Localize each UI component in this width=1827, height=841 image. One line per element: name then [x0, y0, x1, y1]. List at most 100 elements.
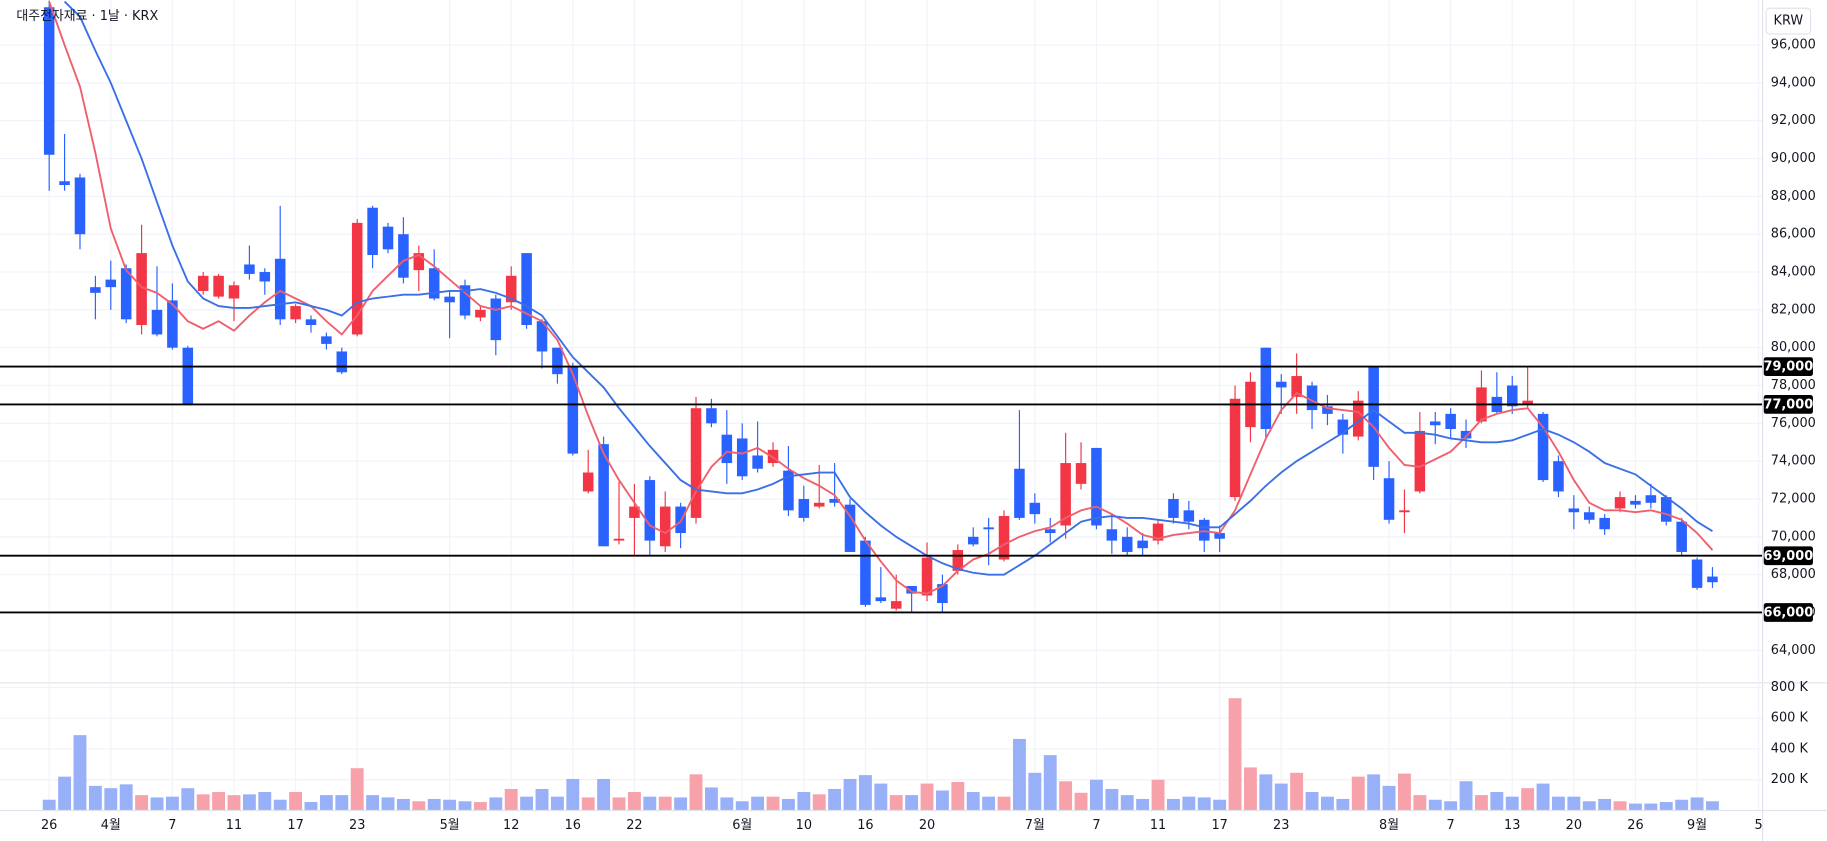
candle-body — [921, 557, 933, 596]
volume-bar — [1166, 798, 1180, 811]
candle-body — [1306, 385, 1318, 411]
candle-body — [1183, 510, 1195, 522]
volume-bar — [828, 788, 842, 811]
volume-bar — [627, 792, 641, 811]
price-label: 77,000 — [1764, 398, 1814, 413]
volume-bar — [674, 797, 688, 811]
volume-bar — [812, 794, 826, 811]
volume-bar — [181, 788, 195, 811]
volume-bar — [874, 783, 888, 811]
price-pane — [0, 0, 1763, 614]
volume-bar — [135, 795, 149, 811]
candle-body — [783, 470, 794, 511]
candle-body — [798, 498, 810, 518]
volume-bar — [319, 795, 333, 811]
volume-bar — [1367, 774, 1381, 811]
volume-bar — [104, 788, 118, 811]
price-label: 79,000 — [1764, 360, 1814, 375]
volume-bar — [1074, 792, 1088, 811]
candle-body — [120, 268, 132, 320]
y-tick-label: 68,000 — [1771, 567, 1816, 582]
volume-bar — [1321, 796, 1334, 811]
volume-bar — [119, 784, 133, 811]
candle-body — [1568, 508, 1580, 513]
volume-bar — [1675, 799, 1689, 811]
volume-bar — [427, 798, 441, 811]
x-tick-label: 11 — [1150, 818, 1166, 833]
candle-body — [1029, 502, 1041, 515]
x-tick-label: 7월 — [1025, 818, 1045, 833]
volume-bar — [42, 799, 56, 811]
candle-body — [228, 285, 240, 299]
volume-bar — [1059, 781, 1073, 811]
volume-bar — [1213, 799, 1227, 811]
candle-body — [1352, 400, 1364, 437]
volume-bar — [689, 774, 703, 811]
moving-average-line — [48, 1, 1714, 595]
volume-bar — [443, 799, 457, 811]
y-tick-label: 70,000 — [1771, 529, 1816, 544]
volume-bar — [581, 797, 595, 811]
volume-bar — [781, 798, 795, 811]
x-tick-label: 7 — [1092, 818, 1100, 833]
volume-bar — [1243, 767, 1257, 811]
candle-body — [305, 319, 317, 325]
x-tick-label: 26 — [41, 818, 57, 833]
candle-body — [382, 226, 394, 250]
volume-bar — [150, 797, 164, 811]
volume-bar — [1690, 797, 1704, 811]
currency-label[interactable]: KRW — [1774, 14, 1804, 29]
volume-bar — [1151, 779, 1165, 811]
candle-body — [552, 347, 563, 375]
candle-body — [613, 538, 625, 541]
candle-body — [1537, 413, 1549, 481]
y-tick-label: 86,000 — [1771, 227, 1816, 242]
candle-body — [1383, 478, 1395, 520]
x-tick-label: 17 — [287, 818, 303, 833]
volume-bar — [196, 794, 210, 811]
volume-bar — [1351, 776, 1365, 811]
volume-bar — [889, 795, 903, 811]
y-tick-label: 78,000 — [1771, 378, 1816, 393]
candle-body — [983, 527, 994, 530]
candle-body — [1707, 576, 1718, 583]
candle-body — [1198, 519, 1210, 541]
price-label-box — [1763, 395, 1813, 414]
candle-body — [1445, 413, 1456, 430]
candle-body — [659, 506, 671, 547]
x-tick-label: 20 — [1566, 818, 1582, 833]
candle-body — [74, 177, 86, 235]
candle-body — [844, 504, 856, 552]
chart-title: 대주전자재료 · 1날 · KRX — [16, 9, 158, 24]
volume-bar — [843, 778, 857, 811]
candle-body — [1260, 347, 1272, 430]
candle-body — [1660, 497, 1672, 522]
x-tick-label: 6월 — [732, 818, 752, 833]
candle-body — [536, 321, 548, 352]
candle-body — [398, 234, 409, 278]
x-tick-label: 5 — [1755, 818, 1763, 833]
candle-body — [367, 207, 378, 256]
volume-bar — [535, 788, 549, 811]
y-tick-label: 84,000 — [1771, 265, 1816, 280]
x-tick-label: 23 — [1273, 818, 1289, 833]
volume-tick-label: 800 K — [1771, 680, 1809, 695]
volume-bar — [1629, 803, 1642, 811]
candle-body — [937, 584, 948, 604]
candle-body — [428, 268, 440, 299]
candle-body — [197, 275, 209, 291]
volume-bar — [1505, 796, 1519, 811]
candle-body — [259, 272, 271, 282]
volume-bar — [1274, 783, 1288, 811]
volume-bar — [766, 796, 780, 811]
candle-body — [1121, 536, 1133, 552]
candle-body — [105, 279, 117, 288]
volume-bar — [1521, 788, 1535, 811]
x-tick-label: 7 — [168, 818, 176, 833]
currency-box[interactable] — [1765, 7, 1812, 35]
volume-bar — [1012, 738, 1026, 811]
candle-body — [582, 472, 594, 492]
x-tick-label: 20 — [919, 818, 935, 833]
candle-body — [1583, 512, 1595, 520]
